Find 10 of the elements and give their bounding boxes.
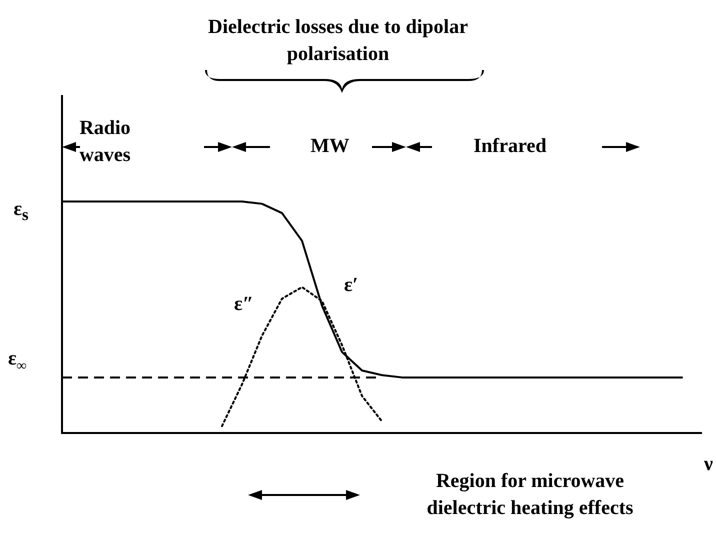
text: Infrared bbox=[472, 134, 548, 159]
text: Radio waves bbox=[78, 116, 132, 168]
text: Region for microwave dielectric heating effects bbox=[426, 469, 634, 521]
text: Dielectric losses due to dipolar polarisation bbox=[208, 15, 468, 67]
text: ε$_{s}$ bbox=[12, 197, 30, 226]
series-label: ε′ bbox=[344, 274, 358, 296]
series-label: ε″ bbox=[234, 292, 254, 315]
x-axis-title: ν bbox=[703, 453, 713, 476]
text: MW bbox=[310, 134, 350, 159]
ref-line-label: ε∞ bbox=[8, 348, 27, 374]
